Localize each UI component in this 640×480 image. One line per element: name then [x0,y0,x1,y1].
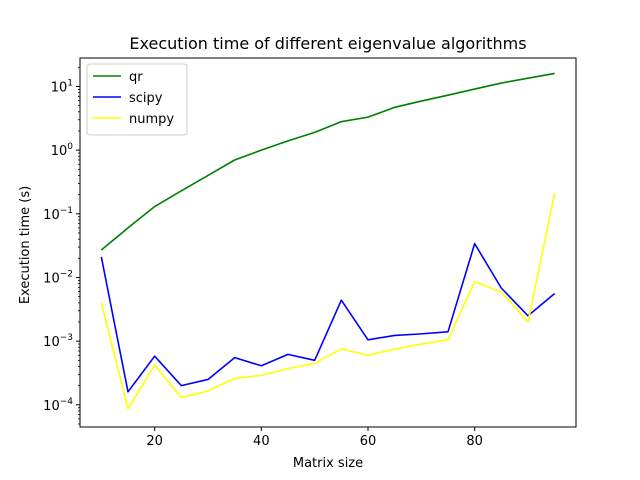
series-line-qr [100,72,555,251]
legend-label-numpy: numpy [129,112,174,127]
chart-title: Execution time of different eigenvalue a… [129,34,526,53]
x-tick-label: 20 [146,434,163,449]
series-line-numpy [100,193,556,410]
x-tick-label: 60 [360,434,377,449]
x-axis-label: Matrix size [293,456,363,471]
series-line-scipy [100,242,556,393]
y-axis-label: Execution time (s) [18,186,33,304]
plot-frame [79,57,577,428]
y-tick-label: 10−3 [43,333,73,350]
y-tick-label: 100 [51,142,74,159]
x-tick-label: 40 [253,434,270,449]
legend-label-qr: qr [129,70,143,85]
y-tick-label: 101 [51,78,73,95]
y-tick-label: 10−1 [43,206,73,223]
x-tick-label: 80 [466,434,483,449]
y-tick-label: 10−2 [43,269,73,286]
legend-label-scipy: scipy [129,91,163,106]
y-tick-label: 10−4 [43,397,73,414]
legend: qr scipy numpy [86,63,188,136]
